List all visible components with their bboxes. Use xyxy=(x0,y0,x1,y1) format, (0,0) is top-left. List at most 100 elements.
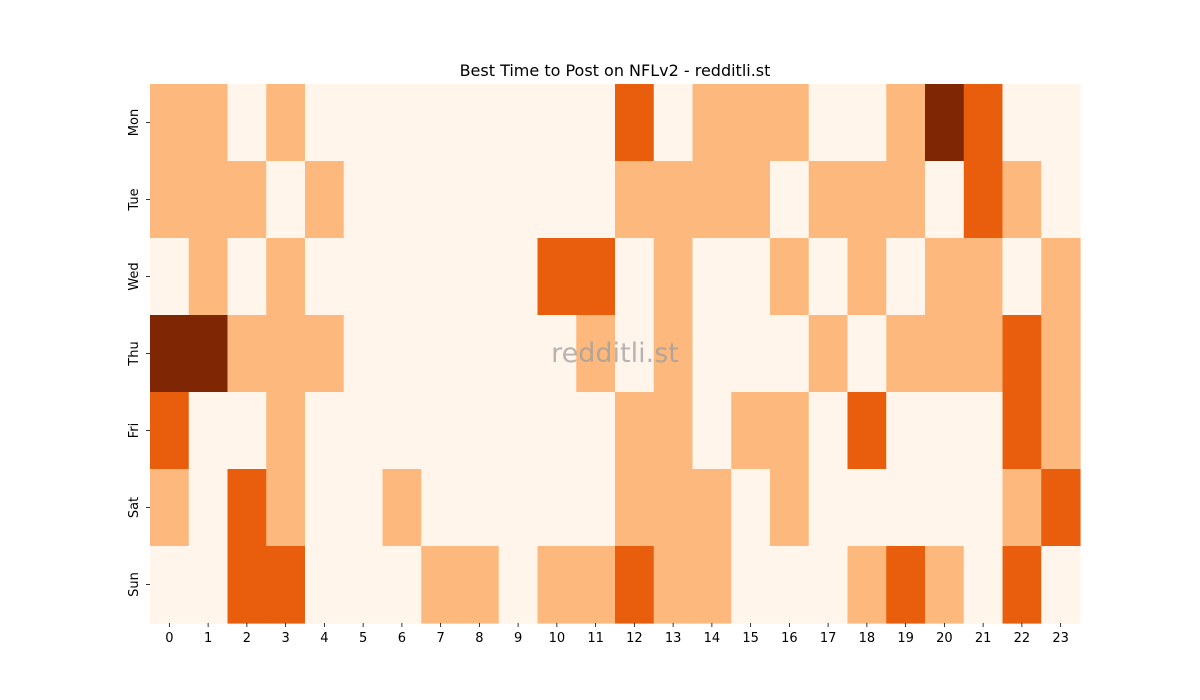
heatmap-cell-fri-14 xyxy=(692,392,732,470)
heatmap-cell-wed-12 xyxy=(615,238,655,316)
x-tick-label: 16 xyxy=(781,631,798,646)
y-tick-label: Tue xyxy=(127,188,142,211)
heatmap-cell-tue-4 xyxy=(305,161,345,239)
heatmap-cell-sun-23 xyxy=(1041,546,1081,624)
chart-title: Best Time to Post on NFLv2 - redditli.st xyxy=(460,61,771,80)
heatmap-cell-tue-12 xyxy=(615,161,655,239)
heatmap-cell-sun-22 xyxy=(1002,546,1042,624)
watermark: redditli.st xyxy=(551,338,679,369)
heatmap-cell-tue-10 xyxy=(537,161,577,239)
heatmap-cell-wed-4 xyxy=(305,238,345,316)
heatmap-cell-thu-15 xyxy=(731,315,771,393)
heatmap-cell-wed-11 xyxy=(576,238,616,316)
heatmap-cell-fri-11 xyxy=(576,392,616,470)
heatmap-cell-wed-10 xyxy=(537,238,577,316)
x-tick-label: 10 xyxy=(549,631,566,646)
heatmap-cell-thu-21 xyxy=(963,315,1004,393)
heatmap-cell-fri-17 xyxy=(808,392,849,470)
heatmap-cell-thu-12 xyxy=(615,315,655,393)
x-tick-label: 11 xyxy=(587,631,604,646)
heatmap-cell-sun-17 xyxy=(808,546,849,624)
heatmap-cell-mon-16 xyxy=(770,84,810,162)
heatmap-cell-tue-15 xyxy=(731,161,771,239)
heatmap-cell-sun-13 xyxy=(653,546,694,624)
heatmap-cell-thu-9 xyxy=(498,315,539,393)
heatmap-cell-sun-20 xyxy=(925,546,965,624)
heatmap-cell-wed-7 xyxy=(421,238,461,316)
heatmap-cell-tue-22 xyxy=(1002,161,1042,239)
heatmap-cell-wed-1 xyxy=(188,238,229,316)
heatmap-cell-sat-23 xyxy=(1041,469,1081,547)
heatmap-cell-mon-12 xyxy=(615,84,655,162)
heatmap-cell-sun-19 xyxy=(886,546,926,624)
heatmap-cell-mon-19 xyxy=(886,84,926,162)
heatmap-cell-sat-17 xyxy=(808,469,849,547)
heatmap-cell-thu-10 xyxy=(537,315,577,393)
x-tick-label: 20 xyxy=(936,631,953,646)
heatmap-cell-sat-3 xyxy=(266,469,306,547)
x-tick-label: 17 xyxy=(820,631,837,646)
y-tick-label: Fri xyxy=(127,423,142,439)
heatmap-cell-fri-8 xyxy=(460,392,500,470)
heatmap-cell-tue-8 xyxy=(460,161,500,239)
heatmap-cell-fri-4 xyxy=(305,392,345,470)
heatmap-cell-tue-3 xyxy=(266,161,306,239)
heatmap-cell-thu-1 xyxy=(188,315,229,393)
heatmap-cell-sun-4 xyxy=(305,546,345,624)
heatmap-cell-fri-22 xyxy=(1002,392,1042,470)
heatmap-cell-mon-20 xyxy=(925,84,965,162)
heatmap-cell-sun-1 xyxy=(188,546,229,624)
heatmap-cell-mon-23 xyxy=(1041,84,1081,162)
x-axis: 0 1 2 3 4 5 6 7 8 9 10 11 12 13 14 15 16 17 18 19 20 21 22 23 xyxy=(165,623,1069,646)
heatmap-cell-mon-14 xyxy=(692,84,732,162)
heatmap-cell-mon-5 xyxy=(343,84,384,162)
heatmap-cell-tue-1 xyxy=(188,161,229,239)
heatmap-cell-fri-15 xyxy=(731,392,771,470)
heatmap-cell-thu-0 xyxy=(150,315,190,393)
heatmap-cell-tue-11 xyxy=(576,161,616,239)
y-tick-label: Wed xyxy=(127,262,142,290)
heatmap-cell-mon-0 xyxy=(150,84,190,162)
x-tick-label: 12 xyxy=(626,631,643,646)
heatmap-cell-thu-8 xyxy=(460,315,500,393)
heatmap-cell-thu-23 xyxy=(1041,315,1081,393)
heatmap-cell-thu-16 xyxy=(770,315,810,393)
heatmap-cell-tue-0 xyxy=(150,161,190,239)
heatmap-cell-wed-8 xyxy=(460,238,500,316)
heatmap-cell-tue-16 xyxy=(770,161,810,239)
heatmap-cell-tue-7 xyxy=(421,161,461,239)
heatmap-cell-thu-18 xyxy=(847,315,887,393)
heatmap-cell-sat-10 xyxy=(537,469,577,547)
heatmap-cell-fri-6 xyxy=(382,392,422,470)
heatmap-cell-thu-14 xyxy=(692,315,732,393)
heatmap-cell-mon-2 xyxy=(227,84,267,162)
heatmap-cell-wed-18 xyxy=(847,238,887,316)
heatmap-cell-mon-13 xyxy=(653,84,694,162)
heatmap-cell-fri-21 xyxy=(963,392,1004,470)
heatmap-cell-sat-14 xyxy=(692,469,732,547)
heatmap-cell-sat-4 xyxy=(305,469,345,547)
x-tick-label: 7 xyxy=(436,631,444,646)
y-axis: Mon Tue Wed Thu Fri Sat Sun xyxy=(127,109,150,597)
heatmap-cell-thu-22 xyxy=(1002,315,1042,393)
heatmap-cell-mon-4 xyxy=(305,84,345,162)
heatmap-cell-wed-6 xyxy=(382,238,422,316)
heatmap-cell-fri-13 xyxy=(653,392,694,470)
heatmap-cell-mon-3 xyxy=(266,84,306,162)
heatmap-cell-sat-1 xyxy=(188,469,229,547)
heatmap-cell-tue-19 xyxy=(886,161,926,239)
heatmap-cell-fri-16 xyxy=(770,392,810,470)
heatmap-cell-mon-7 xyxy=(421,84,461,162)
heatmap-cell-mon-9 xyxy=(498,84,539,162)
x-tick-label: 19 xyxy=(897,631,914,646)
x-tick-label: 15 xyxy=(742,631,759,646)
heatmap-cell-sat-6 xyxy=(382,469,422,547)
heatmap-cell-tue-17 xyxy=(808,161,849,239)
x-tick-label: 1 xyxy=(204,631,212,646)
heatmap-cell-sun-16 xyxy=(770,546,810,624)
x-tick-label: 5 xyxy=(359,631,367,646)
heatmap-cell-wed-16 xyxy=(770,238,810,316)
heatmap-cell-wed-0 xyxy=(150,238,190,316)
heatmap-cell-wed-22 xyxy=(1002,238,1042,316)
heatmap-cell-fri-3 xyxy=(266,392,306,470)
